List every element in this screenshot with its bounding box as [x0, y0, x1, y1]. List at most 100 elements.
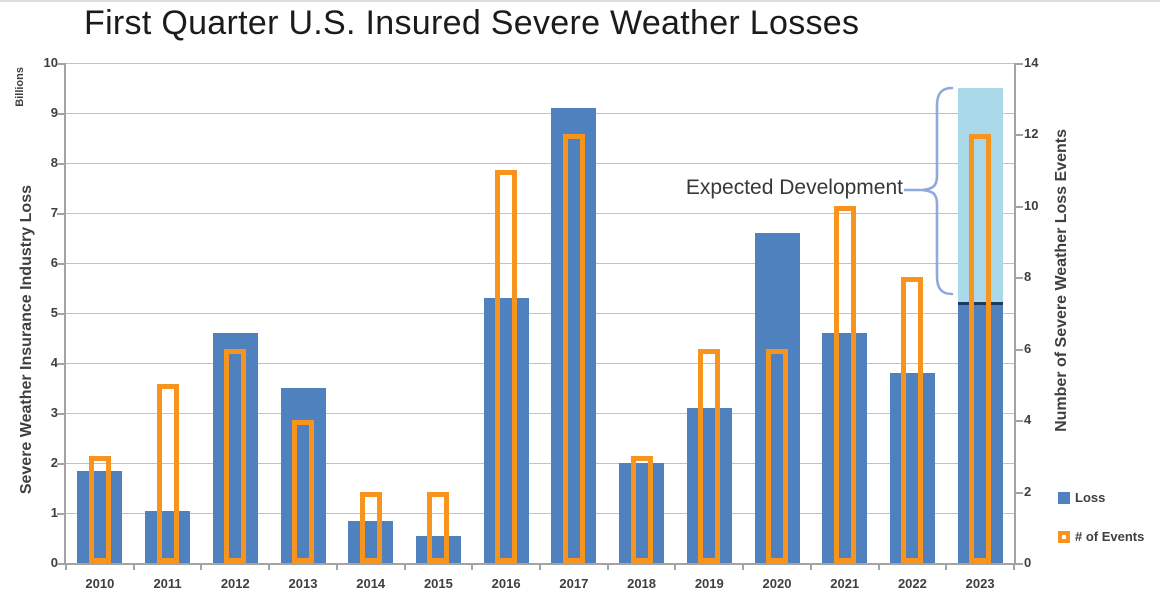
x-label-2015: 2015 — [423, 576, 453, 591]
gridline — [66, 113, 1014, 114]
legend-label-loss: Loss — [1075, 490, 1106, 505]
bar-loss-2021 — [822, 333, 868, 563]
expected-development-label: Expected Development — [685, 176, 903, 199]
right-tick-label: 10 — [1024, 197, 1039, 213]
right-tick-label: 0 — [1024, 555, 1032, 570]
bar-events-2022 — [901, 277, 924, 563]
x-tick-mark — [471, 565, 474, 570]
gridline — [66, 163, 1014, 164]
left-tick-label: 3 — [50, 405, 58, 420]
x-label-2023: 2023 — [965, 576, 995, 591]
bar-loss-2010 — [77, 470, 123, 563]
x-label-2012: 2012 — [220, 576, 250, 591]
right-tick-label: 2 — [1024, 483, 1032, 499]
x-label-2019: 2019 — [694, 576, 724, 591]
x-tick-mark — [132, 565, 135, 570]
bar-loss-2011 — [145, 510, 191, 563]
bar-expected-development — [957, 88, 1003, 303]
bar-events-2015 — [427, 491, 450, 563]
x-tick-mark — [200, 565, 203, 570]
events-swatch-icon — [1058, 530, 1070, 543]
bar-events-2010 — [88, 455, 111, 563]
left-tick-label: 7 — [50, 205, 58, 220]
left-tick-label: 10 — [43, 55, 58, 70]
right-tick-mark — [1016, 205, 1023, 208]
legend-label-events: # of Events — [1075, 529, 1145, 544]
left-tick-mark — [57, 363, 64, 365]
x-tick-mark — [809, 565, 812, 570]
left-tick-mark — [57, 313, 64, 315]
x-label-2021: 2021 — [830, 576, 860, 591]
bar-loss-2016 — [483, 298, 529, 563]
gridline — [66, 463, 1014, 464]
right-tick-mark — [1016, 134, 1023, 137]
x-label-2010: 2010 — [85, 576, 115, 591]
left-tick-label: 6 — [50, 255, 58, 270]
x-tick-mark — [945, 565, 948, 570]
bar-events-2023 — [969, 134, 992, 563]
left-tick-label: 4 — [50, 355, 58, 370]
chart-title: First Quarter U.S. Insured Severe Weathe… — [84, 4, 860, 42]
left-tick-mark — [57, 513, 64, 515]
left-tick-label: 2 — [50, 455, 58, 470]
x-label-2022: 2022 — [897, 576, 927, 591]
bar-loss-2019 — [686, 408, 732, 563]
bar-events-2019 — [698, 348, 721, 563]
right-tick-label: 12 — [1024, 126, 1039, 142]
left-tick-mark — [57, 563, 64, 565]
left-tick-label: 5 — [50, 305, 58, 320]
expected-divider-line — [957, 302, 1003, 305]
left-tick-mark — [57, 113, 64, 115]
right-tick-mark — [1016, 420, 1023, 423]
left-tick-mark — [57, 63, 64, 65]
x-tick-mark — [335, 565, 338, 570]
y-axis-left-line — [64, 63, 66, 565]
left-tick-label: 1 — [50, 505, 58, 520]
bar-loss-2012 — [212, 333, 258, 563]
bar-loss-2013 — [280, 388, 326, 563]
left-tick-mark — [57, 263, 64, 265]
legend-item-loss: Loss — [1058, 490, 1144, 505]
x-label-2017: 2017 — [559, 576, 589, 591]
bar-events-2013 — [292, 420, 314, 563]
x-label-2018: 2018 — [627, 576, 657, 591]
left-tick-label: 0 — [50, 555, 58, 570]
x-tick-mark — [403, 565, 406, 570]
right-tick-mark — [1016, 563, 1023, 565]
gridline — [66, 313, 1014, 314]
x-tick-mark — [674, 565, 677, 570]
right-tick-label: 6 — [1024, 340, 1032, 356]
gridline — [66, 413, 1014, 414]
bar-events-2016 — [495, 170, 518, 563]
top-divider-line — [0, 0, 1160, 2]
x-tick-mark — [606, 565, 609, 570]
x-tick-mark — [742, 565, 745, 570]
bar-loss-2020 — [754, 233, 800, 563]
right-tick-mark — [1016, 348, 1023, 351]
x-label-2013: 2013 — [288, 576, 318, 591]
bar-loss-2018 — [619, 463, 665, 563]
gridline — [66, 363, 1014, 364]
gridline — [66, 213, 1014, 214]
bar-loss-2022 — [889, 373, 935, 563]
left-tick-mark — [57, 163, 64, 165]
bar-events-2020 — [766, 348, 788, 563]
left-tick-label: 9 — [50, 105, 58, 120]
x-label-2014: 2014 — [356, 576, 386, 591]
x-axis-line — [64, 563, 1016, 565]
legend: Loss # of Events — [1058, 490, 1144, 568]
x-label-2020: 2020 — [762, 576, 792, 591]
gridline — [66, 513, 1014, 514]
left-tick-label: 8 — [50, 155, 58, 170]
x-tick-mark — [539, 565, 541, 570]
bar-loss-2023 — [957, 303, 1003, 563]
y-axis-right-line — [1014, 63, 1016, 565]
bar-events-2011 — [156, 384, 179, 563]
right-tick-mark — [1016, 63, 1023, 65]
gridline — [66, 263, 1014, 264]
legend-item-events: # of Events — [1058, 529, 1144, 544]
bar-events-2012 — [224, 348, 247, 563]
right-tick-label: 4 — [1024, 412, 1032, 428]
